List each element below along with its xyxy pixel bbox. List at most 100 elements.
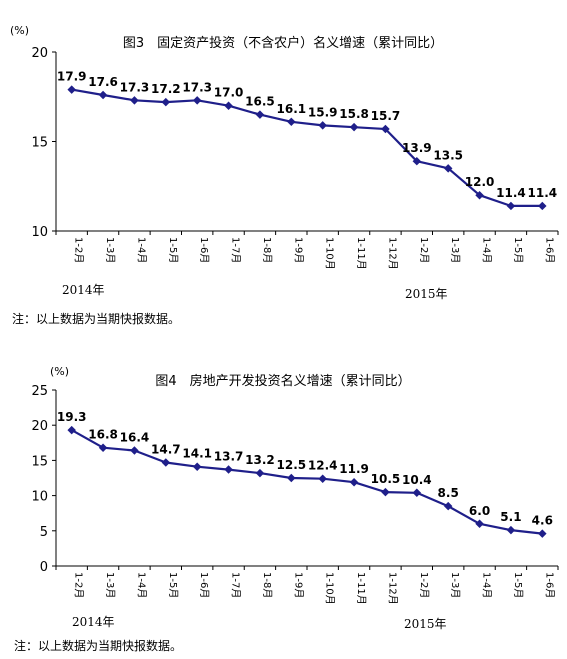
y-axis-unit: (%) (50, 365, 69, 378)
chart-fixed-asset-investment: 图3 固定资产投资（不含农户）名义增速（累计同比） (%) 2014年 2015… (10, 24, 559, 326)
data-point (224, 101, 233, 110)
x-tick-label: 1-2月 (73, 572, 85, 598)
x-tick-label: 1-10月 (324, 572, 336, 605)
y-tick-label: 10 (31, 225, 48, 240)
x-tick-label: 1-5月 (512, 237, 524, 263)
x-tick-label: 1-6月 (198, 572, 210, 598)
data-point (192, 96, 202, 105)
y-tick-label: 5 (40, 525, 48, 540)
data-point (475, 519, 484, 529)
x-tick-label: 1-2月 (73, 237, 85, 263)
x-tick-label: 1-12月 (386, 572, 398, 605)
data-label: 16.4 (120, 431, 150, 445)
data-point (130, 446, 139, 455)
data-point (130, 96, 139, 105)
x-tick-label: 1-5月 (167, 572, 179, 598)
x-tick-label: 1-4月 (135, 572, 147, 598)
data-label: 10.5 (371, 472, 401, 486)
data-point (67, 425, 76, 435)
x-tick-label: 1-11月 (355, 572, 367, 605)
x-tick-label: 1-12月 (386, 237, 398, 270)
data-point (98, 443, 108, 452)
y-tick-label: 25 (31, 384, 48, 399)
y-tick-label: 15 (31, 136, 48, 151)
data-label: 5.1 (500, 510, 521, 524)
chart-real-estate-investment: 图4 房地产开发投资名义增速（累计同比） (%) 2014年 2015年 注：以… (14, 365, 559, 653)
data-point (318, 121, 327, 130)
year-label-2015: 2015年 (405, 287, 448, 301)
data-point (192, 462, 202, 471)
data-point (161, 458, 171, 467)
x-tick-label: 1-7月 (230, 237, 242, 263)
y-tick-label: 20 (31, 46, 48, 61)
x-tick-label: 1-9月 (292, 572, 304, 598)
data-label: 11.9 (339, 462, 369, 476)
x-tick-label: 1-11月 (355, 237, 367, 270)
data-label: 13.5 (433, 148, 463, 162)
x-tick-label: 1-4月 (135, 237, 147, 263)
x-tick-label: 1-6月 (543, 572, 555, 598)
data-label: 11.4 (496, 186, 526, 200)
data-point (538, 529, 547, 538)
y-axis-unit: (%) (10, 24, 29, 37)
data-point (224, 465, 233, 474)
data-label: 14.7 (151, 443, 181, 457)
data-point (98, 90, 108, 100)
data-label: 13.9 (402, 141, 432, 155)
x-tick-label: 1-4月 (481, 572, 493, 598)
data-label: 17.6 (88, 75, 118, 89)
series-line (71, 88, 543, 207)
data-point (412, 488, 422, 498)
data-point (287, 473, 296, 483)
x-tick-label: 1-3月 (449, 237, 461, 263)
data-label: 15.8 (339, 107, 369, 121)
y-tick-label: 20 (31, 419, 48, 434)
x-tick-label: 1-3月 (104, 572, 116, 598)
x-tick-label: 1-9月 (292, 237, 304, 263)
data-label: 16.8 (88, 428, 118, 442)
data-label: 19.3 (57, 410, 87, 424)
x-tick-label: 1-6月 (543, 237, 555, 263)
data-point (349, 122, 359, 132)
x-tick-label: 1-7月 (230, 572, 242, 598)
data-point (161, 97, 171, 107)
data-point (443, 164, 453, 173)
chart-title: 图4 房地产开发投资名义增速（累计同比） (155, 373, 410, 389)
data-label: 15.9 (308, 105, 338, 119)
data-point (318, 474, 327, 483)
data-point (67, 85, 76, 94)
data-point (381, 124, 390, 134)
data-label: 13.2 (245, 453, 275, 467)
x-tick-label: 1-2月 (418, 237, 430, 263)
data-label: 13.7 (214, 450, 244, 464)
data-point (287, 117, 296, 127)
footnote: 注：以上数据为当期快报数据。 (12, 311, 180, 326)
year-label-2015: 2015年 (404, 617, 447, 631)
data-label: 12.4 (308, 459, 338, 473)
y-tick-label: 10 (31, 490, 48, 505)
x-tick-label: 1-2月 (418, 572, 430, 598)
data-label: 12.0 (465, 175, 495, 189)
data-label: 17.3 (120, 80, 150, 94)
x-tick-label: 1-10月 (324, 237, 336, 270)
x-tick-label: 1-5月 (512, 572, 524, 598)
data-label: 14.1 (182, 447, 212, 461)
data-label: 17.0 (214, 86, 244, 100)
data-label: 17.3 (182, 80, 212, 94)
data-point (255, 110, 265, 119)
data-label: 4.6 (532, 514, 553, 528)
data-point (412, 156, 422, 166)
series-line (71, 429, 543, 535)
data-point (381, 487, 390, 497)
data-point (475, 190, 484, 200)
y-tick-label: 0 (40, 560, 48, 575)
data-point (506, 201, 516, 211)
data-label: 12.5 (277, 458, 307, 472)
year-label-2014: 2014年 (72, 615, 115, 629)
data-point (349, 477, 359, 487)
x-tick-label: 1-5月 (167, 237, 179, 263)
data-point (255, 468, 265, 478)
data-label: 16.5 (245, 95, 275, 109)
year-label-2014: 2014年 (62, 283, 105, 297)
